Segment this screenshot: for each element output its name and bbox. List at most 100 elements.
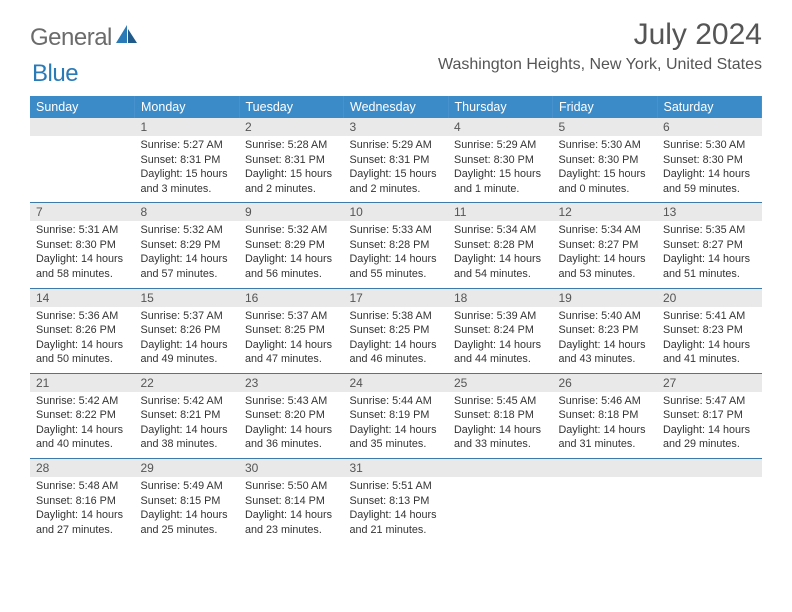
day-number-row: 78910111213 — [30, 203, 762, 222]
sunset-text: Sunset: 8:17 PM — [663, 408, 756, 423]
day-number-cell: 30 — [239, 459, 344, 478]
day-data-row: Sunrise: 5:48 AMSunset: 8:16 PMDaylight:… — [30, 477, 762, 543]
day-number-cell: 21 — [30, 373, 135, 392]
daylight-text: Daylight: 15 hours and 0 minutes. — [559, 167, 652, 196]
day-number-row: 21222324252627 — [30, 373, 762, 392]
daylight-text: Daylight: 14 hours and 43 minutes. — [559, 338, 652, 367]
day-number-cell: 19 — [553, 288, 658, 307]
daylight-text: Daylight: 15 hours and 2 minutes. — [245, 167, 338, 196]
day-data-row: Sunrise: 5:27 AMSunset: 8:31 PMDaylight:… — [30, 136, 762, 203]
calendar-page: General July 2024 Washington Heights, Ne… — [0, 0, 792, 563]
sunrise-text: Sunrise: 5:29 AM — [454, 138, 547, 153]
day-data-cell: Sunrise: 5:35 AMSunset: 8:27 PMDaylight:… — [657, 221, 762, 288]
day-data-cell: Sunrise: 5:30 AMSunset: 8:30 PMDaylight:… — [657, 136, 762, 203]
sunset-text: Sunset: 8:21 PM — [141, 408, 234, 423]
day-number-cell: 15 — [135, 288, 240, 307]
day-number-cell: 7 — [30, 203, 135, 222]
sunrise-text: Sunrise: 5:36 AM — [36, 309, 129, 324]
day-data-cell: Sunrise: 5:48 AMSunset: 8:16 PMDaylight:… — [30, 477, 135, 543]
sunset-text: Sunset: 8:18 PM — [559, 408, 652, 423]
day-data-cell: Sunrise: 5:29 AMSunset: 8:31 PMDaylight:… — [344, 136, 449, 203]
daylight-text: Daylight: 14 hours and 35 minutes. — [350, 423, 443, 452]
sunrise-text: Sunrise: 5:35 AM — [663, 223, 756, 238]
title-block: July 2024 Washington Heights, New York, … — [438, 18, 762, 80]
sunrise-text: Sunrise: 5:31 AM — [36, 223, 129, 238]
day-number-cell: 13 — [657, 203, 762, 222]
weekday-header: Sunday — [30, 96, 135, 118]
sunset-text: Sunset: 8:25 PM — [245, 323, 338, 338]
sunrise-text: Sunrise: 5:33 AM — [350, 223, 443, 238]
day-data-cell: Sunrise: 5:29 AMSunset: 8:30 PMDaylight:… — [448, 136, 553, 203]
sunset-text: Sunset: 8:26 PM — [141, 323, 234, 338]
day-data-cell: Sunrise: 5:32 AMSunset: 8:29 PMDaylight:… — [239, 221, 344, 288]
sunset-text: Sunset: 8:24 PM — [454, 323, 547, 338]
day-data-cell: Sunrise: 5:34 AMSunset: 8:28 PMDaylight:… — [448, 221, 553, 288]
day-number-cell: 1 — [135, 118, 240, 136]
day-data-cell: Sunrise: 5:47 AMSunset: 8:17 PMDaylight:… — [657, 392, 762, 459]
day-number-row: 123456 — [30, 118, 762, 136]
day-data-cell: Sunrise: 5:38 AMSunset: 8:25 PMDaylight:… — [344, 307, 449, 374]
location-text: Washington Heights, New York, United Sta… — [438, 56, 762, 74]
day-number-cell: 8 — [135, 203, 240, 222]
weekday-header: Wednesday — [344, 96, 449, 118]
day-number-cell: 18 — [448, 288, 553, 307]
day-number-cell: 14 — [30, 288, 135, 307]
day-number-cell: 12 — [553, 203, 658, 222]
sunrise-text: Sunrise: 5:51 AM — [350, 479, 443, 494]
sunrise-text: Sunrise: 5:34 AM — [454, 223, 547, 238]
day-number-cell: 2 — [239, 118, 344, 136]
day-data-cell: Sunrise: 5:32 AMSunset: 8:29 PMDaylight:… — [135, 221, 240, 288]
day-data-cell: Sunrise: 5:40 AMSunset: 8:23 PMDaylight:… — [553, 307, 658, 374]
day-number-cell: 26 — [553, 373, 658, 392]
brand-text-2: Blue — [32, 60, 78, 87]
daylight-text: Daylight: 14 hours and 29 minutes. — [663, 423, 756, 452]
sunset-text: Sunset: 8:16 PM — [36, 494, 129, 509]
sunset-text: Sunset: 8:23 PM — [663, 323, 756, 338]
day-number-cell: 16 — [239, 288, 344, 307]
sunset-text: Sunset: 8:27 PM — [559, 238, 652, 253]
day-number-cell: 28 — [30, 459, 135, 478]
sunset-text: Sunset: 8:31 PM — [350, 153, 443, 168]
day-data-cell: Sunrise: 5:37 AMSunset: 8:26 PMDaylight:… — [135, 307, 240, 374]
sunrise-text: Sunrise: 5:44 AM — [350, 394, 443, 409]
day-data-cell: Sunrise: 5:45 AMSunset: 8:18 PMDaylight:… — [448, 392, 553, 459]
calendar-header-row: SundayMondayTuesdayWednesdayThursdayFrid… — [30, 96, 762, 118]
day-data-cell: Sunrise: 5:27 AMSunset: 8:31 PMDaylight:… — [135, 136, 240, 203]
day-data-cell: Sunrise: 5:33 AMSunset: 8:28 PMDaylight:… — [344, 221, 449, 288]
sunrise-text: Sunrise: 5:42 AM — [141, 394, 234, 409]
day-data-cell: Sunrise: 5:42 AMSunset: 8:21 PMDaylight:… — [135, 392, 240, 459]
sunset-text: Sunset: 8:30 PM — [559, 153, 652, 168]
weekday-header: Tuesday — [239, 96, 344, 118]
brand-text-1: General — [30, 24, 112, 52]
daylight-text: Daylight: 14 hours and 23 minutes. — [245, 508, 338, 537]
sunset-text: Sunset: 8:20 PM — [245, 408, 338, 423]
sunset-text: Sunset: 8:19 PM — [350, 408, 443, 423]
day-number-cell — [30, 118, 135, 136]
daylight-text: Daylight: 14 hours and 46 minutes. — [350, 338, 443, 367]
daylight-text: Daylight: 14 hours and 27 minutes. — [36, 508, 129, 537]
day-data-cell — [657, 477, 762, 543]
daylight-text: Daylight: 14 hours and 56 minutes. — [245, 252, 338, 281]
sunset-text: Sunset: 8:14 PM — [245, 494, 338, 509]
daylight-text: Daylight: 14 hours and 31 minutes. — [559, 423, 652, 452]
daylight-text: Daylight: 14 hours and 21 minutes. — [350, 508, 443, 537]
daylight-text: Daylight: 14 hours and 44 minutes. — [454, 338, 547, 367]
sunrise-text: Sunrise: 5:49 AM — [141, 479, 234, 494]
sunset-text: Sunset: 8:18 PM — [454, 408, 547, 423]
day-number-cell: 31 — [344, 459, 449, 478]
weekday-header: Monday — [135, 96, 240, 118]
sunset-text: Sunset: 8:13 PM — [350, 494, 443, 509]
daylight-text: Daylight: 14 hours and 55 minutes. — [350, 252, 443, 281]
weekday-header: Friday — [553, 96, 658, 118]
day-data-cell: Sunrise: 5:39 AMSunset: 8:24 PMDaylight:… — [448, 307, 553, 374]
sunset-text: Sunset: 8:28 PM — [454, 238, 547, 253]
sunset-text: Sunset: 8:29 PM — [141, 238, 234, 253]
sail-icon — [116, 25, 138, 50]
day-data-row: Sunrise: 5:42 AMSunset: 8:22 PMDaylight:… — [30, 392, 762, 459]
sunrise-text: Sunrise: 5:30 AM — [663, 138, 756, 153]
sunrise-text: Sunrise: 5:40 AM — [559, 309, 652, 324]
sunset-text: Sunset: 8:25 PM — [350, 323, 443, 338]
sunrise-text: Sunrise: 5:32 AM — [141, 223, 234, 238]
sunrise-text: Sunrise: 5:45 AM — [454, 394, 547, 409]
day-number-cell: 9 — [239, 203, 344, 222]
